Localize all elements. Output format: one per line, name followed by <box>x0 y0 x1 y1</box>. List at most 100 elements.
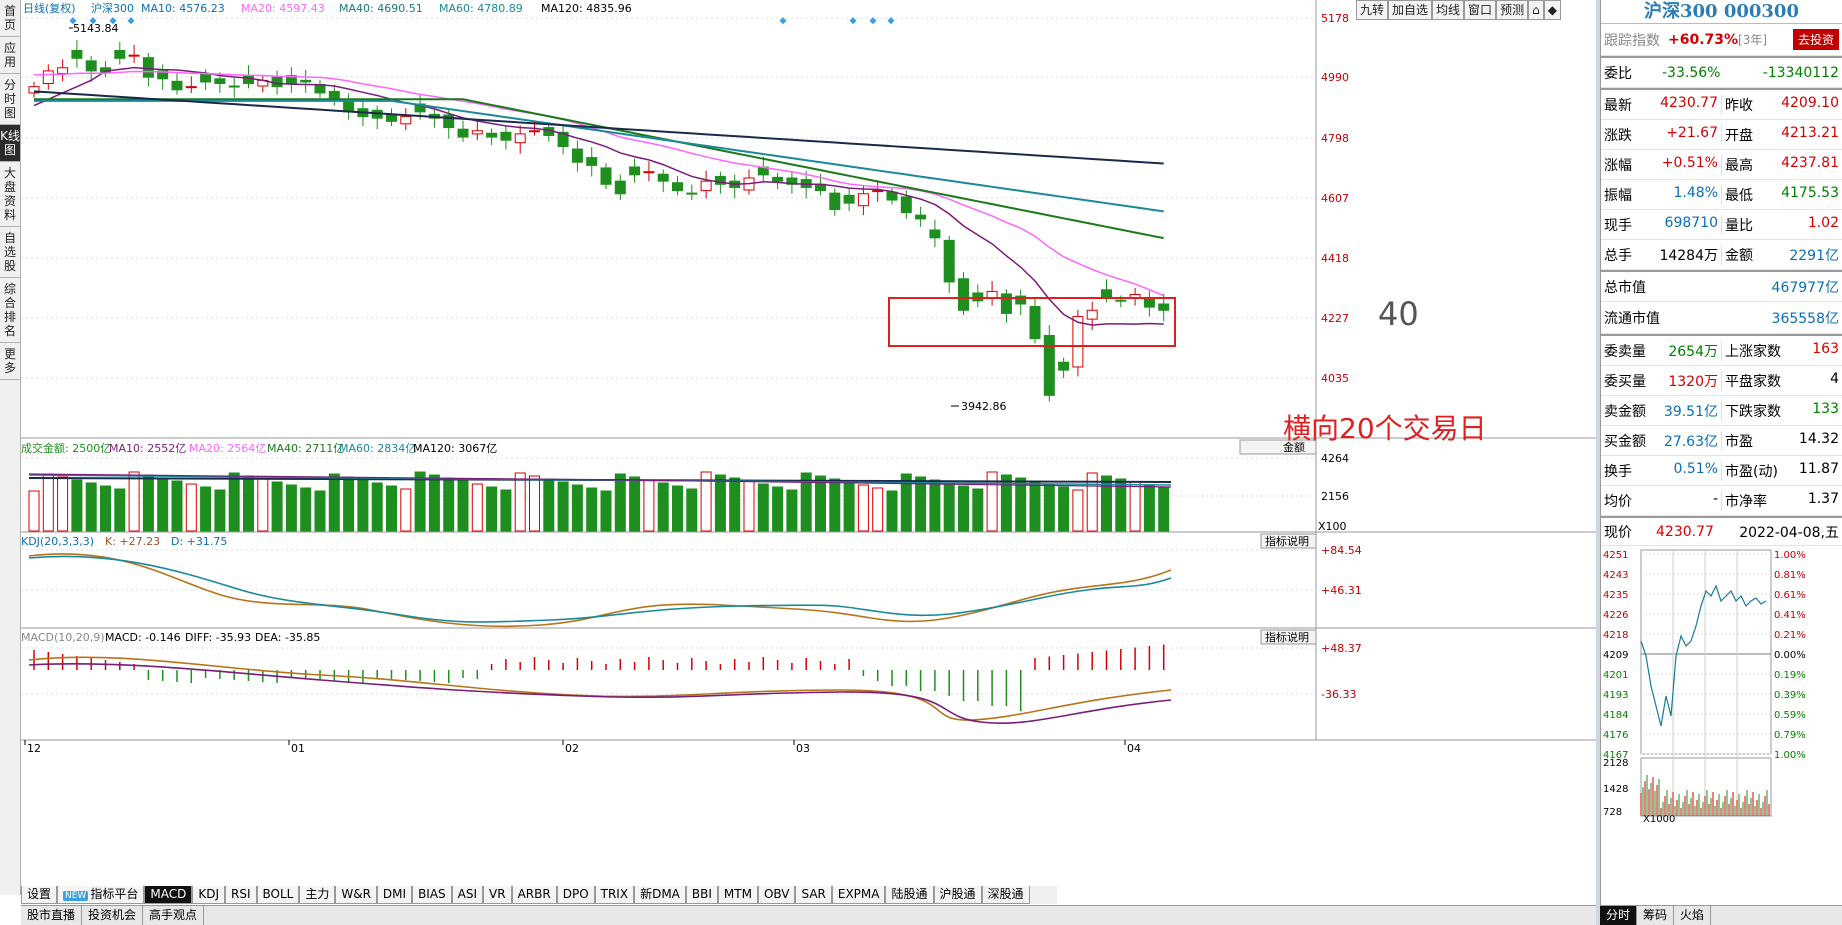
indicator-tab-label: 主力 <box>305 887 330 901</box>
volume-bar <box>571 484 583 532</box>
right-tab-1[interactable]: 筹码 <box>1637 906 1675 925</box>
invest-button[interactable]: 去投资 <box>1792 29 1839 50</box>
panel-separator[interactable] <box>1596 0 1600 925</box>
kdj-legend-k: K: +27.23 <box>105 535 160 548</box>
quote-row: 最新 4230.77 昨收 4209.10 <box>1601 90 1842 120</box>
mini-left-tick: 728 <box>1603 807 1622 818</box>
mini-left-tick: 4243 <box>1603 570 1628 581</box>
indicator-tab-0[interactable]: 设置 <box>21 886 58 904</box>
indicator-tab-label: 新DMA <box>640 887 680 901</box>
toolbar-btn-4[interactable]: 预测 <box>1496 0 1529 20</box>
indicator-tab-label: 沪股通 <box>939 887 976 901</box>
chart-toolbar: 九转 加自选 均线 窗口 预测 ⌂ ◆ <box>1356 0 1561 20</box>
indicator-tab-15[interactable]: 新DMA <box>634 886 686 904</box>
indicator-tab-10[interactable]: ASI <box>451 886 484 904</box>
indicator-tab-9[interactable]: BIAS <box>412 886 452 904</box>
volume-bar <box>815 475 826 532</box>
volume-bar <box>228 472 240 532</box>
volume-bar <box>872 487 884 532</box>
indicator-tab-16[interactable]: BBI <box>685 886 718 904</box>
bottom-tab-0[interactable]: 股市直播 <box>21 906 83 925</box>
indicator-tab-21[interactable]: 陆股通 <box>885 886 934 904</box>
toolbar-btn-3[interactable]: 窗口 <box>1464 0 1497 20</box>
candle <box>128 54 140 57</box>
toolbar-btn-1[interactable]: 加自选 <box>1388 0 1433 20</box>
mini-right-tick: 0.19% <box>1774 670 1806 681</box>
candle <box>1158 303 1170 311</box>
nav-item-7[interactable]: 更多 <box>0 343 20 380</box>
nav-item-4[interactable]: 大盘资料 <box>0 162 20 227</box>
candle <box>157 70 169 80</box>
volume-bar <box>972 488 984 532</box>
nav-item-0[interactable]: 首页 <box>0 0 20 37</box>
volume-bar <box>1000 474 1012 532</box>
quote-label: 涨幅 <box>1604 157 1632 174</box>
vol-legend-ma60: MA60: 2834亿 <box>339 442 416 455</box>
toolbar-btn-2[interactable]: 均线 <box>1432 0 1465 20</box>
indicator-tab-11[interactable]: VR <box>483 886 512 904</box>
indicator-tab-5[interactable]: BOLL <box>256 886 300 904</box>
quote-label: 量比 <box>1725 217 1753 234</box>
candle <box>943 239 955 283</box>
quote-value: 1.37 <box>1807 490 1839 507</box>
volume-bar <box>529 475 540 532</box>
volume-bar <box>686 488 698 532</box>
consolidation-annotation: 横向20个交易日 <box>1283 412 1487 445</box>
weibi-pct: -33.56% <box>1662 64 1721 81</box>
quote-row: 买金额 27.63亿 市盈 14.32 <box>1601 426 1842 456</box>
indicator-tab-7[interactable]: W&R <box>335 886 377 904</box>
indicator-tab-2[interactable]: MACD <box>144 886 193 904</box>
candle <box>243 75 254 85</box>
indicator-tab-17[interactable]: MTM <box>717 886 758 904</box>
quote-value: 163 <box>1812 340 1839 357</box>
indicator-tab-1[interactable]: NEW 指标平台 <box>57 886 145 904</box>
indicator-tab-14[interactable]: TRIX <box>594 886 635 904</box>
nav-item-3[interactable]: K线图 <box>0 125 20 162</box>
nav-item-2[interactable]: 分时图 <box>0 74 20 125</box>
volume-bar <box>1029 480 1041 532</box>
intraday-chart[interactable]: 4251 4243 4235 4226 4218 4209 4201 4193 4184 4176… <box>1601 546 1842 826</box>
kline-chart-area[interactable]: 5178 4990 4798 4607 4418 4227 4035 日线(复权) 沪深300 M… <box>21 0 1596 886</box>
candle <box>214 78 226 85</box>
candle <box>185 86 197 89</box>
volume-bar <box>729 477 741 532</box>
candle <box>1072 316 1084 368</box>
indicator-tab-4[interactable]: RSI <box>225 886 257 904</box>
track-value: +60.73% <box>1668 31 1739 48</box>
nav-item-6[interactable]: 综合排名 <box>0 278 20 343</box>
right-tab-0[interactable]: 分时 <box>1600 906 1638 925</box>
price-tick: 4227 <box>1321 312 1349 325</box>
total-mktcap: 467977亿 <box>1771 279 1839 296</box>
indicator-tab-label: VR <box>489 887 506 901</box>
toolbar-btn-6[interactable]: ◆ <box>1543 0 1561 20</box>
indicator-tab-13[interactable]: DPO <box>556 886 595 904</box>
candle <box>1143 298 1155 308</box>
candle <box>872 190 884 193</box>
volume-bar <box>257 478 269 532</box>
indicator-tab-label: 设置 <box>27 887 52 901</box>
toolbar-btn-5[interactable]: ⌂ <box>1528 0 1544 20</box>
nav-item-5[interactable]: 自选股 <box>0 227 20 278</box>
indicator-tab-6[interactable]: 主力 <box>299 886 336 904</box>
indicator-tab-23[interactable]: 深股通 <box>981 886 1030 904</box>
nav-item-1[interactable]: 应用 <box>0 37 20 74</box>
indicator-tab-12[interactable]: ARBR <box>511 886 557 904</box>
indicator-tab-22[interactable]: 沪股通 <box>933 886 982 904</box>
indicator-tab-20[interactable]: EXPMA <box>831 886 886 904</box>
candle <box>857 193 869 207</box>
indicator-tab-19[interactable]: SAR <box>795 886 832 904</box>
quote-value: 4209.10 <box>1781 94 1839 111</box>
bottom-tab-1[interactable]: 投资机会 <box>82 906 144 925</box>
quote-value: 27.63亿 <box>1663 433 1718 450</box>
track-row: 跟踪指数 +60.73% [3年] 去投资 <box>1601 24 1842 56</box>
mini-right-tick: 0.21% <box>1774 630 1806 641</box>
indicator-tab-8[interactable]: DMI <box>376 886 413 904</box>
right-tab-2[interactable]: 火焰 <box>1674 906 1712 925</box>
bottom-tab-2[interactable]: 高手观点 <box>143 906 205 925</box>
volume-bar <box>1058 486 1070 532</box>
intraday-volume <box>1640 775 1770 816</box>
indicator-tab-3[interactable]: KDJ <box>192 886 225 904</box>
volume-bar <box>586 487 598 532</box>
toolbar-btn-0[interactable]: 九转 <box>1356 0 1389 20</box>
indicator-tab-18[interactable]: OBV <box>757 886 796 904</box>
